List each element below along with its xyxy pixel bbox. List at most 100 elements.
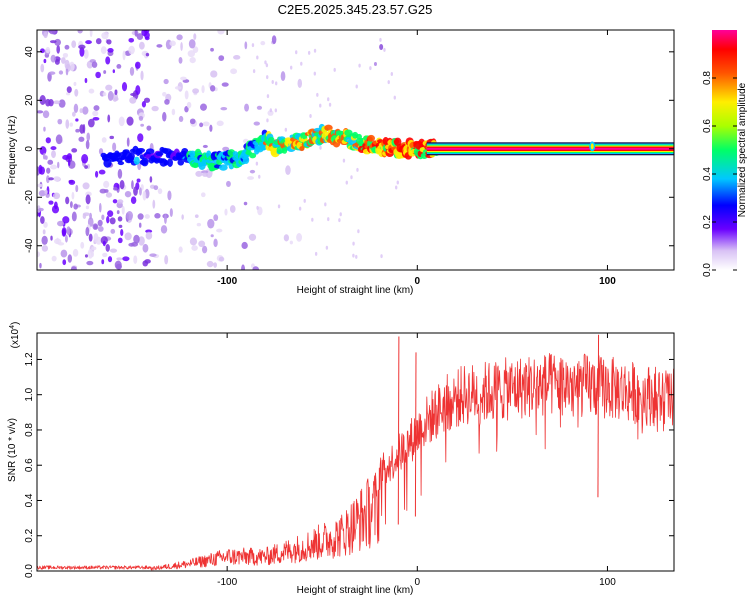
spectrogram-noise-blob <box>188 39 196 49</box>
snr-y-axis-title: SNR (10 * v/v) <box>7 418 18 482</box>
spectrogram-noise-blob <box>131 180 134 190</box>
spectrogram-noise-blob <box>57 220 65 227</box>
spectrogram-noise-blob <box>247 176 254 180</box>
spectrogram-noise-blob <box>319 145 322 150</box>
spectrogram-noise-blob <box>81 154 89 164</box>
spectrogram-noise-blob <box>295 50 298 55</box>
colorbar-tick-label: 0.0 <box>702 263 713 277</box>
spectrogram-noise-blob <box>48 177 54 181</box>
spectrogram-noise-blob <box>256 105 263 110</box>
colorbar-ticks: 0.0 0.2 0.4 0.6 0.8 <box>702 71 737 277</box>
spectrogram-noise-blob <box>53 201 58 210</box>
snr-y-tick-label: 1.2 <box>24 352 35 366</box>
spectrogram-noise-blob <box>93 105 100 111</box>
spectrogram-noise-blob <box>226 180 231 187</box>
spectrogram-noise-blob <box>171 108 176 116</box>
spectrogram-noise-blob <box>39 262 42 269</box>
spectrogram-x-tick-label: 100 <box>599 276 616 287</box>
spectrogram-noise-blob <box>145 229 153 234</box>
spectrogram-noise-blob <box>78 136 85 142</box>
spectrogram-noise-blob <box>180 76 187 81</box>
spectrogram-noise-blob <box>198 240 206 248</box>
spectrogram-noise-blob <box>133 255 138 264</box>
spectrogram-noise-blob <box>75 184 79 193</box>
spectrogram-noise-blob <box>43 58 47 64</box>
spectrogram-noise-blob <box>115 263 122 270</box>
spectrogram-noise-blob <box>144 31 150 39</box>
spectrogram-noise-blob <box>86 132 91 142</box>
spectrogram-noise-blob <box>135 85 141 96</box>
spectrogram-noise-blob <box>38 164 43 175</box>
spectrogram-noise-blob <box>193 33 197 40</box>
spectrogram-noise-blob <box>178 246 183 253</box>
snr-scale-note: (x104) <box>9 322 21 349</box>
spectrogram-noise-blob <box>79 124 85 134</box>
spectrogram-noise-blob <box>69 122 73 127</box>
snr-scale-exponent: 4 <box>9 325 16 329</box>
spectrogram-ridge-blob <box>590 143 594 150</box>
spectrogram-noise-blob <box>130 196 137 205</box>
spectrogram-noise-blob <box>95 170 99 178</box>
spectrogram-noise-blob <box>221 82 229 87</box>
spectrogram-noise-blob <box>133 234 140 244</box>
spectrogram-noise-blob <box>151 105 159 112</box>
spectrogram-noise-blob <box>357 229 360 234</box>
spectrogram-noise-blob <box>82 182 90 190</box>
spectrogram-noise-blob <box>89 30 93 38</box>
spectrogram-ridge-blob <box>155 151 164 157</box>
spectrogram-noise-blob <box>311 217 314 222</box>
spectrogram-noise-blob <box>164 254 169 265</box>
spectrogram-noise-blob <box>109 135 114 140</box>
spectrogram-noise-blob <box>116 210 120 215</box>
snr-y-tick-label: 0.2 <box>24 528 35 542</box>
spectrogram-noise-blob <box>67 254 73 263</box>
spectrogram-noise-blob <box>103 180 110 189</box>
spectrogram-noise-blob <box>137 133 144 143</box>
spectrogram-noise-blob <box>180 42 183 51</box>
snr-y-tick-label: 0.4 <box>24 493 35 507</box>
spectrogram-noise-blob <box>62 52 69 58</box>
spectrogram-noise-blob <box>103 70 107 74</box>
spectrogram-noise-blob <box>154 213 161 219</box>
spectrogram-noise-blob <box>296 233 303 242</box>
spectrogram-ridge-blob <box>117 161 125 166</box>
spectrogram-noise-blob <box>358 63 361 68</box>
spectrogram-noise-blob <box>116 64 122 69</box>
spectrogram-x-axis: -100 0 100 <box>217 30 616 287</box>
spectrogram-noise-blob <box>206 260 214 268</box>
spectrogram-noise-blob <box>265 63 269 68</box>
spectrogram-noise-blob <box>82 212 90 217</box>
spectrogram-noise-blob <box>95 38 102 45</box>
spectrogram-noise-blob <box>39 146 47 155</box>
spectrogram-noise-blob <box>79 46 85 57</box>
spectrogram-noise-blob <box>45 137 51 144</box>
spectrogram-noise-blob <box>244 41 248 50</box>
spectrogram-noise-blob <box>40 63 45 73</box>
spectrogram-noise-blob <box>105 243 110 252</box>
spectrogram-noise-blob <box>216 228 223 233</box>
spectrogram-noise-blob <box>149 176 153 183</box>
spectrogram-noise-blob <box>37 251 41 258</box>
spectrogram-noise-blob <box>269 108 273 113</box>
spectrogram-noise-blob <box>78 44 86 50</box>
spectrogram-noise-blob <box>100 46 107 55</box>
spectrogram-noise-blob <box>243 201 248 206</box>
spectrogram-noise-blob <box>101 259 105 265</box>
spectrogram-noise-blob <box>52 192 61 200</box>
spectrogram-noise-blob <box>93 233 99 243</box>
spectrogram-noise-blob <box>126 116 134 126</box>
spectrogram-noise-blob <box>46 167 51 174</box>
spectrogram-noise-blob <box>196 222 202 227</box>
spectrogram-noise-blob <box>393 95 396 100</box>
spectrogram-noise-blob <box>328 102 332 107</box>
spectrogram-ridge-blob <box>145 148 155 155</box>
spectrogram-noise-blob <box>139 187 142 196</box>
spectrogram-noise-blob <box>167 190 172 201</box>
snr-x-tick-label: 0 <box>415 577 421 588</box>
spectrogram-noise-blob <box>355 84 358 89</box>
spectrogram-noise-blob <box>209 124 213 132</box>
spectrogram-noise-blob <box>274 81 278 86</box>
spectrogram-noise-blob <box>160 225 168 234</box>
spectrogram-noise-blob <box>66 153 72 160</box>
spectrogram-noise-blob <box>84 77 88 84</box>
